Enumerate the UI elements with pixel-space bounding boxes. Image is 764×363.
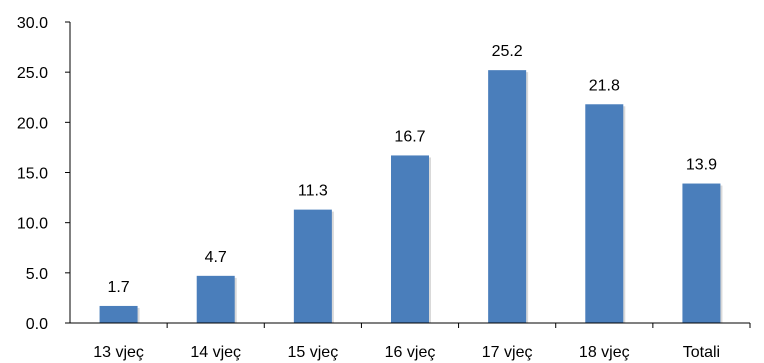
y-tick-label: 15.0 xyxy=(17,166,48,183)
y-tick-label: 20.0 xyxy=(17,115,48,132)
bar xyxy=(391,155,429,323)
bar xyxy=(488,70,527,323)
bar xyxy=(293,209,332,323)
data-label: 13.9 xyxy=(686,157,717,174)
data-label: 11.3 xyxy=(298,183,328,200)
bar xyxy=(682,183,721,323)
y-tick-label: 30.0 xyxy=(17,15,48,32)
x-axis: 13 vjeç 14 vjeç 15 vjeç 16 vjeç 17 vjeç 18 vj… xyxy=(70,322,751,361)
y-tick-label: 0.0 xyxy=(26,316,48,333)
data-label: 4.7 xyxy=(205,249,227,266)
bar xyxy=(585,104,624,323)
x-tick-label: Totali xyxy=(683,344,720,361)
data-label: 1.7 xyxy=(107,279,129,296)
bar xyxy=(196,275,235,323)
data-label: 25.2 xyxy=(492,43,523,60)
bar xyxy=(99,305,138,323)
x-tick-label: 18 vjeç xyxy=(579,344,630,361)
y-tick-label: 5.0 xyxy=(26,266,48,283)
x-tick-label: 17 vjeç xyxy=(482,344,533,361)
y-tick-label: 25.0 xyxy=(17,65,48,82)
bars: 1.7 4.7 11.3 16.7 25.2 21.8 13.9 xyxy=(99,43,723,323)
y-tick-label: 10.0 xyxy=(17,216,48,233)
x-tick-label: 16 vjeç xyxy=(385,344,436,361)
data-label: 16.7 xyxy=(394,128,425,145)
x-tick-label: 13 vjeç xyxy=(93,344,144,361)
data-label: 21.8 xyxy=(589,77,620,94)
y-axis: 0.0 5.0 10.0 15.0 20.0 25.0 30.0 xyxy=(17,15,71,333)
x-tick-label: 15 vjeç xyxy=(288,344,339,361)
x-tick-label: 14 vjeç xyxy=(190,344,241,361)
